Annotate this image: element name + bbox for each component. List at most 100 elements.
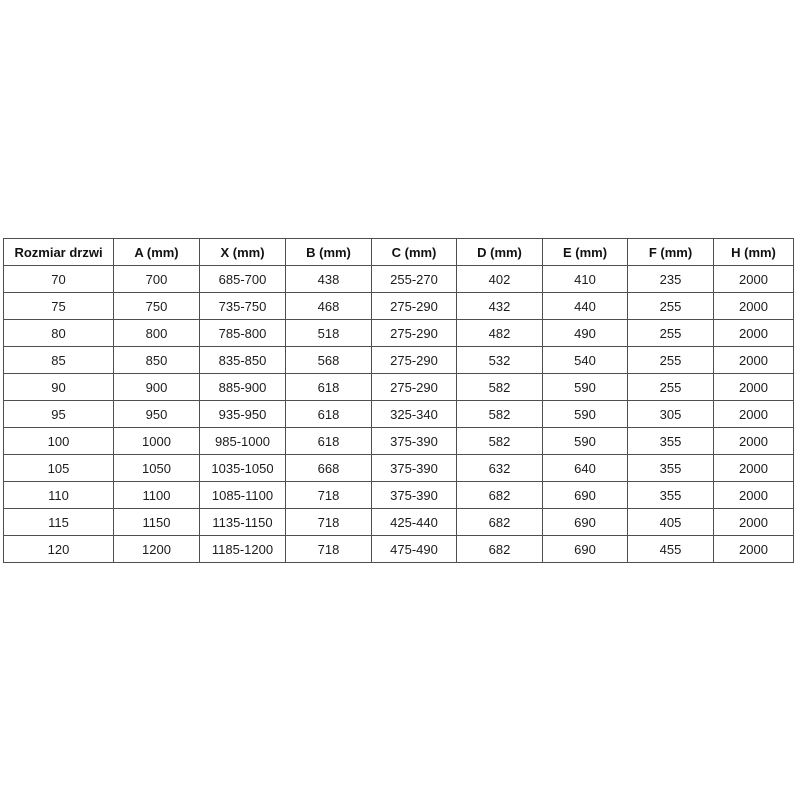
table-cell: 1000 — [113, 427, 200, 455]
table-cell: 275-290 — [371, 346, 457, 374]
table-row: 70 700 685-700 438 255-270 402 410 235 2000 — [3, 265, 794, 293]
table-cell: 1035-1050 — [199, 454, 286, 482]
table-cell: 468 — [285, 292, 372, 320]
table-cell: 490 — [542, 319, 628, 347]
table-cell: 120 — [3, 535, 114, 563]
table-cell: 355 — [627, 427, 714, 455]
table-cell: 2000 — [713, 373, 794, 401]
table-cell: 402 — [456, 265, 543, 293]
table-cell: 275-290 — [371, 373, 457, 401]
table-row: 105 1050 1035-1050 668 375-390 632 640 355 2000 — [3, 454, 794, 482]
table-cell: 618 — [285, 400, 372, 428]
table-cell: 590 — [542, 427, 628, 455]
table-cell: 482 — [456, 319, 543, 347]
table-row: 75 750 735-750 468 275-290 432 440 255 2000 — [3, 292, 794, 320]
table-cell: 532 — [456, 346, 543, 374]
table-cell: 640 — [542, 454, 628, 482]
table-cell: 2000 — [713, 319, 794, 347]
table-cell: 85 — [3, 346, 114, 374]
table-cell: 438 — [285, 265, 372, 293]
column-header: B (mm) — [285, 238, 372, 266]
table-cell: 900 — [113, 373, 200, 401]
table-cell: 80 — [3, 319, 114, 347]
table-cell: 255 — [627, 319, 714, 347]
table-cell: 750 — [113, 292, 200, 320]
column-header: Rozmiar drzwi — [3, 238, 114, 266]
table-cell: 540 — [542, 346, 628, 374]
table-cell: 275-290 — [371, 319, 457, 347]
table-cell: 582 — [456, 400, 543, 428]
table-cell: 475-490 — [371, 535, 457, 563]
column-header: A (mm) — [113, 238, 200, 266]
table-cell: 835-850 — [199, 346, 286, 374]
table-cell: 1185-1200 — [199, 535, 286, 563]
table-cell: 2000 — [713, 400, 794, 428]
table-body: 70 700 685-700 438 255-270 402 410 235 2000 75 750… — [3, 265, 794, 563]
table-cell: 582 — [456, 373, 543, 401]
table-cell: 255-270 — [371, 265, 457, 293]
table-cell: 785-800 — [199, 319, 286, 347]
table-cell: 582 — [456, 427, 543, 455]
table-cell: 2000 — [713, 535, 794, 563]
table-cell: 432 — [456, 292, 543, 320]
table-cell: 90 — [3, 373, 114, 401]
table-cell: 2000 — [713, 265, 794, 293]
table-cell: 255 — [627, 292, 714, 320]
table-cell: 425-440 — [371, 508, 457, 536]
table-row: 110 1100 1085-1100 718 375-390 682 690 355 2000 — [3, 481, 794, 509]
table-cell: 100 — [3, 427, 114, 455]
table-cell: 518 — [285, 319, 372, 347]
column-header: E (mm) — [542, 238, 628, 266]
table-cell: 935-950 — [199, 400, 286, 428]
table-cell: 568 — [285, 346, 372, 374]
table-cell: 255 — [627, 346, 714, 374]
table-cell: 718 — [285, 535, 372, 563]
table-cell: 1100 — [113, 481, 200, 509]
table-cell: 115 — [3, 508, 114, 536]
table-cell: 375-390 — [371, 454, 457, 482]
table-cell: 1200 — [113, 535, 200, 563]
table-cell: 682 — [456, 481, 543, 509]
table-cell: 375-390 — [371, 427, 457, 455]
table-cell: 275-290 — [371, 292, 457, 320]
table-cell: 375-390 — [371, 481, 457, 509]
table-row: 100 1000 985-1000 618 375-390 582 590 355 2000 — [3, 427, 794, 455]
table-cell: 355 — [627, 454, 714, 482]
table-cell: 590 — [542, 400, 628, 428]
table-cell: 405 — [627, 508, 714, 536]
door-dimensions-table: Rozmiar drzwi A (mm) X (mm) B (mm) C (mm) D (… — [3, 238, 794, 563]
table-cell: 800 — [113, 319, 200, 347]
table-row: 85 850 835-850 568 275-290 532 540 255 2000 — [3, 346, 794, 374]
table-cell: 1150 — [113, 508, 200, 536]
table-cell: 410 — [542, 265, 628, 293]
column-header: F (mm) — [627, 238, 714, 266]
table-cell: 305 — [627, 400, 714, 428]
table-cell: 325-340 — [371, 400, 457, 428]
table-cell: 735-750 — [199, 292, 286, 320]
table-cell: 355 — [627, 481, 714, 509]
table-cell: 668 — [285, 454, 372, 482]
table-cell: 690 — [542, 535, 628, 563]
header-row: Rozmiar drzwi A (mm) X (mm) B (mm) C (mm) D (… — [3, 238, 794, 266]
table-cell: 718 — [285, 481, 372, 509]
table-cell: 985-1000 — [199, 427, 286, 455]
table-cell: 1085-1100 — [199, 481, 286, 509]
table-cell: 110 — [3, 481, 114, 509]
table-cell: 700 — [113, 265, 200, 293]
table-cell: 885-900 — [199, 373, 286, 401]
column-header: X (mm) — [199, 238, 286, 266]
table-cell: 590 — [542, 373, 628, 401]
table-cell: 850 — [113, 346, 200, 374]
column-header: H (mm) — [713, 238, 794, 266]
table-cell: 255 — [627, 373, 714, 401]
table-cell: 1050 — [113, 454, 200, 482]
table-cell: 95 — [3, 400, 114, 428]
table-cell: 75 — [3, 292, 114, 320]
table-cell: 690 — [542, 481, 628, 509]
table-cell: 70 — [3, 265, 114, 293]
table-cell: 455 — [627, 535, 714, 563]
table-row: 95 950 935-950 618 325-340 582 590 305 2000 — [3, 400, 794, 428]
table-cell: 682 — [456, 535, 543, 563]
table-cell: 685-700 — [199, 265, 286, 293]
